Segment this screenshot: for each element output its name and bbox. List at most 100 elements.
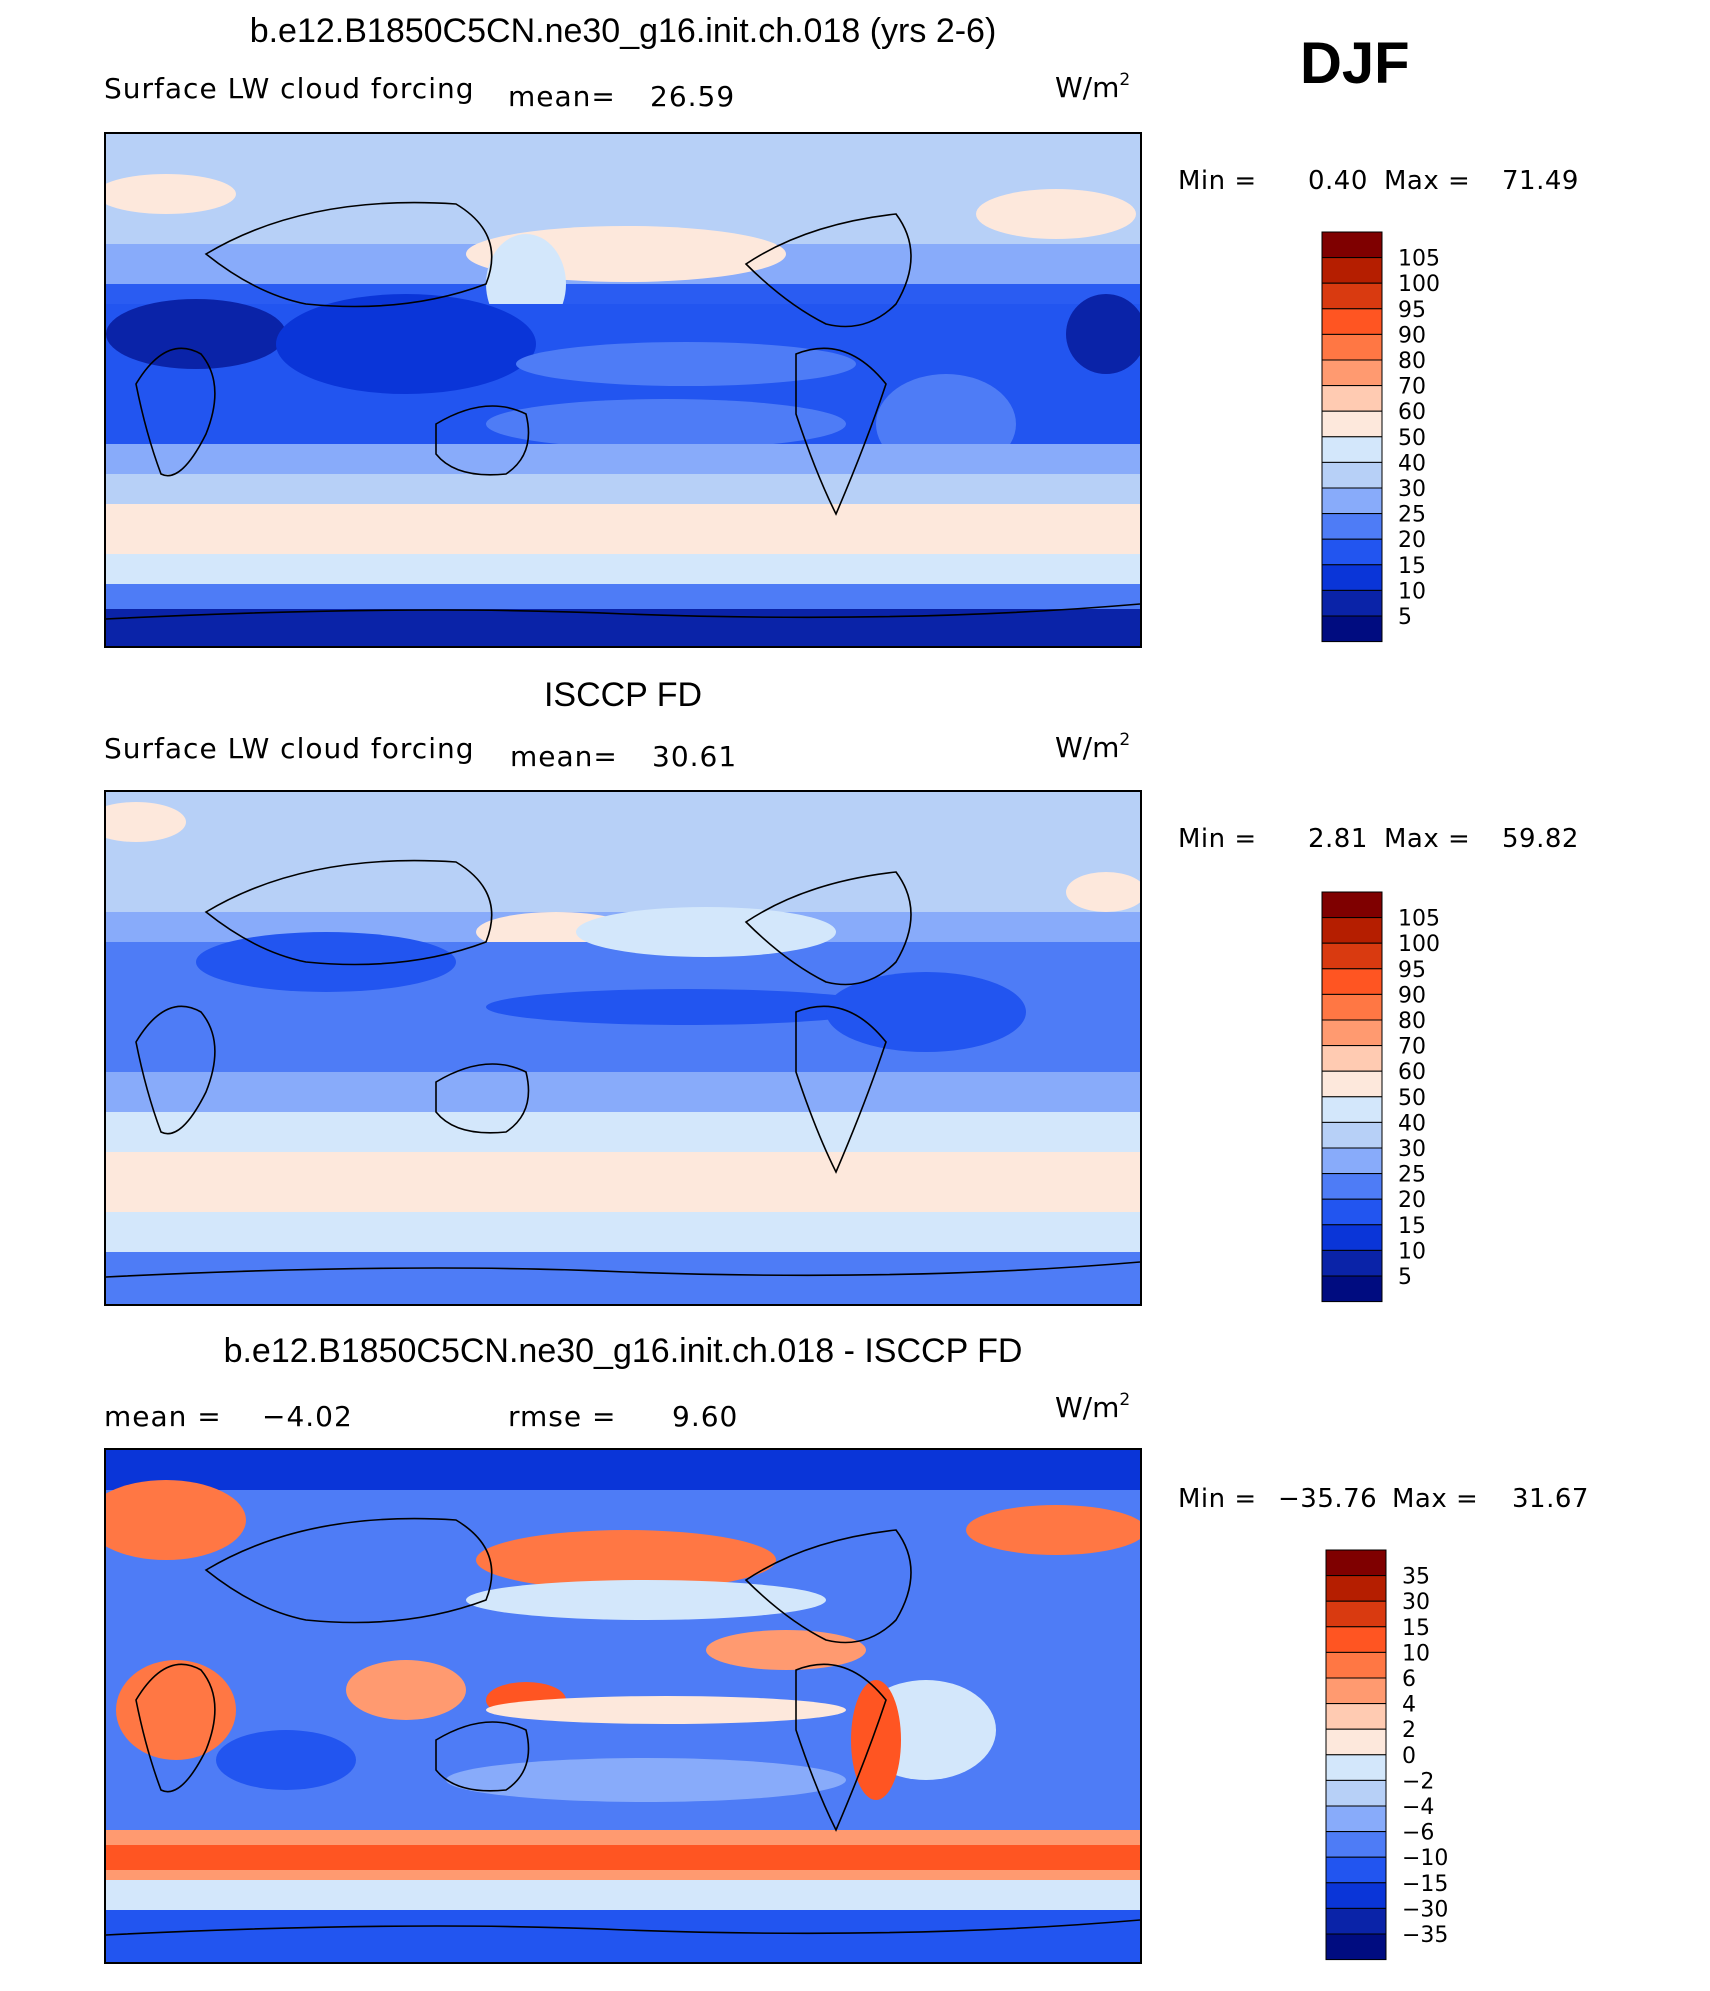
colorbar-label: −4: [1402, 1795, 1434, 1820]
colorbar-swatch: [1321, 257, 1383, 284]
colorbar-swatch: [1321, 1070, 1383, 1098]
colorbar-label: 105: [1398, 247, 1440, 272]
panel3-units: W/m2: [1055, 1390, 1131, 1424]
colorbar-swatch: [1321, 461, 1383, 489]
panel3-mean-label: mean =: [104, 1400, 222, 1433]
colorbar-swatch: [1321, 1198, 1383, 1226]
colorbar-label: 70: [1398, 1035, 1426, 1060]
panel2-units: W/m2: [1055, 730, 1131, 764]
panel2-title: ISCCP FD: [543, 676, 703, 714]
panel1-title: b.e12.B1850C5CN.ne30_g16.init.ch.018 (yr…: [249, 12, 997, 50]
panel3-max-value: 31.67: [1512, 1484, 1589, 1514]
colorbar-swatch: [1321, 1275, 1383, 1303]
colorbar-swatch: [1321, 993, 1383, 1021]
colorbar-swatch: [1325, 1882, 1387, 1909]
colorbar-label: 60: [1398, 1060, 1426, 1085]
colorbar-swatch: [1321, 513, 1383, 540]
colorbar-swatch: [1321, 1045, 1383, 1072]
colorbar-swatch: [1321, 1019, 1383, 1047]
colorbar-swatch: [1325, 1651, 1387, 1679]
colorbar-label: 30: [1402, 1590, 1430, 1615]
panel2-variable: Surface LW cloud forcing: [104, 732, 475, 765]
colorbar-label: 25: [1398, 1163, 1426, 1188]
colorbar-swatch: [1321, 1249, 1383, 1277]
panel1-map: [104, 132, 1142, 648]
colorbar-label: 105: [1398, 907, 1440, 932]
colorbar-label: −6: [1402, 1821, 1434, 1846]
colorbar-swatch: [1325, 1907, 1387, 1935]
colorbar-swatch: [1325, 1626, 1387, 1653]
colorbar-swatch: [1325, 1754, 1387, 1781]
colorbar-label: −15: [1402, 1872, 1448, 1897]
panel2-map: [104, 790, 1142, 1306]
panel1-mean-label: mean=: [508, 80, 616, 113]
colorbar-swatch: [1321, 538, 1383, 566]
panel3-mean-value: −4.02: [262, 1400, 353, 1433]
colorbar-swatch: [1321, 564, 1383, 591]
colorbar-label: −30: [1402, 1897, 1448, 1922]
colorbar-swatch: [1321, 1173, 1383, 1200]
panel2-max-value: 59.82: [1502, 824, 1579, 854]
colorbar-label: 100: [1398, 932, 1440, 957]
colorbar-label: 100: [1398, 272, 1440, 297]
panel1-min-label: Min =: [1178, 166, 1257, 196]
panel3-min-label: Min =: [1178, 1484, 1257, 1514]
colorbar-label: 50: [1398, 426, 1426, 451]
colorbar-swatch: [1325, 1831, 1387, 1858]
colorbar-label: −10: [1402, 1846, 1448, 1871]
colorbar-swatch: [1321, 231, 1383, 259]
colorbar-swatch: [1321, 487, 1383, 515]
colorbar-label: 95: [1398, 298, 1426, 323]
colorbar-label: 15: [1398, 1214, 1426, 1239]
panel2-mean-value: 30.61: [652, 740, 738, 773]
panel3-colorbar: 35 30 15 10 6 4 2 0 −2 −4 −6 −10 −15 −30 −35: [1325, 1549, 1466, 1962]
panel1-units: W/m2: [1055, 70, 1131, 104]
colorbar-label: 10: [1398, 1239, 1426, 1264]
panel3-min-value: −35.76: [1278, 1484, 1378, 1514]
colorbar-swatch: [1325, 1933, 1387, 1961]
panel2-mean-label: mean=: [510, 740, 618, 773]
colorbar-swatch: [1325, 1677, 1387, 1705]
panel3-title: b.e12.B1850C5CN.ne30_g16.init.ch.018 - I…: [223, 1332, 1023, 1370]
season-label: DJF: [1300, 31, 1410, 96]
colorbar-label: 40: [1398, 451, 1426, 476]
colorbar-swatch: [1321, 1224, 1383, 1251]
colorbar-label: 4: [1402, 1693, 1416, 1718]
colorbar-swatch: [1321, 917, 1383, 944]
colorbar-swatch: [1321, 1096, 1383, 1123]
colorbar-label: 40: [1398, 1111, 1426, 1136]
colorbar-label: 15: [1402, 1616, 1430, 1641]
colorbar-swatch: [1321, 1147, 1383, 1175]
colorbar-label: 90: [1398, 983, 1426, 1008]
colorbar-swatch: [1321, 942, 1383, 970]
colorbar-swatch: [1325, 1549, 1387, 1577]
colorbar-swatch: [1325, 1779, 1387, 1807]
colorbar-label: 20: [1398, 1188, 1426, 1213]
colorbar-label: 35: [1402, 1565, 1430, 1590]
colorbar-swatch: [1321, 891, 1383, 919]
colorbar-label: 15: [1398, 554, 1426, 579]
colorbar-label: 80: [1398, 349, 1426, 374]
colorbar-swatch: [1321, 359, 1383, 387]
colorbar-label: 2: [1402, 1718, 1416, 1743]
colorbar-swatch: [1321, 410, 1383, 438]
colorbar-label: 30: [1398, 1137, 1426, 1162]
panel2-max-label: Max =: [1384, 824, 1471, 854]
colorbar-label: 10: [1398, 579, 1426, 604]
panel3-max-label: Max =: [1392, 1484, 1479, 1514]
colorbar-label: 5: [1398, 605, 1412, 630]
panel3-rmse-label: rmse =: [508, 1400, 617, 1433]
colorbar-swatch: [1321, 968, 1383, 995]
panel1-max-label: Max =: [1384, 166, 1471, 196]
colorbar-swatch: [1325, 1703, 1387, 1730]
panel3-rmse-value: 9.60: [672, 1400, 739, 1433]
colorbar-label: −35: [1402, 1923, 1448, 1948]
colorbar-label: 95: [1398, 958, 1426, 983]
panel1-min-value: 0.40: [1308, 166, 1368, 196]
colorbar-swatch: [1325, 1600, 1387, 1628]
colorbar-label: 10: [1402, 1641, 1430, 1666]
colorbar-swatch: [1321, 385, 1383, 412]
colorbar-label: 90: [1398, 323, 1426, 348]
colorbar-swatch: [1321, 308, 1383, 335]
colorbar-swatch: [1325, 1728, 1387, 1756]
